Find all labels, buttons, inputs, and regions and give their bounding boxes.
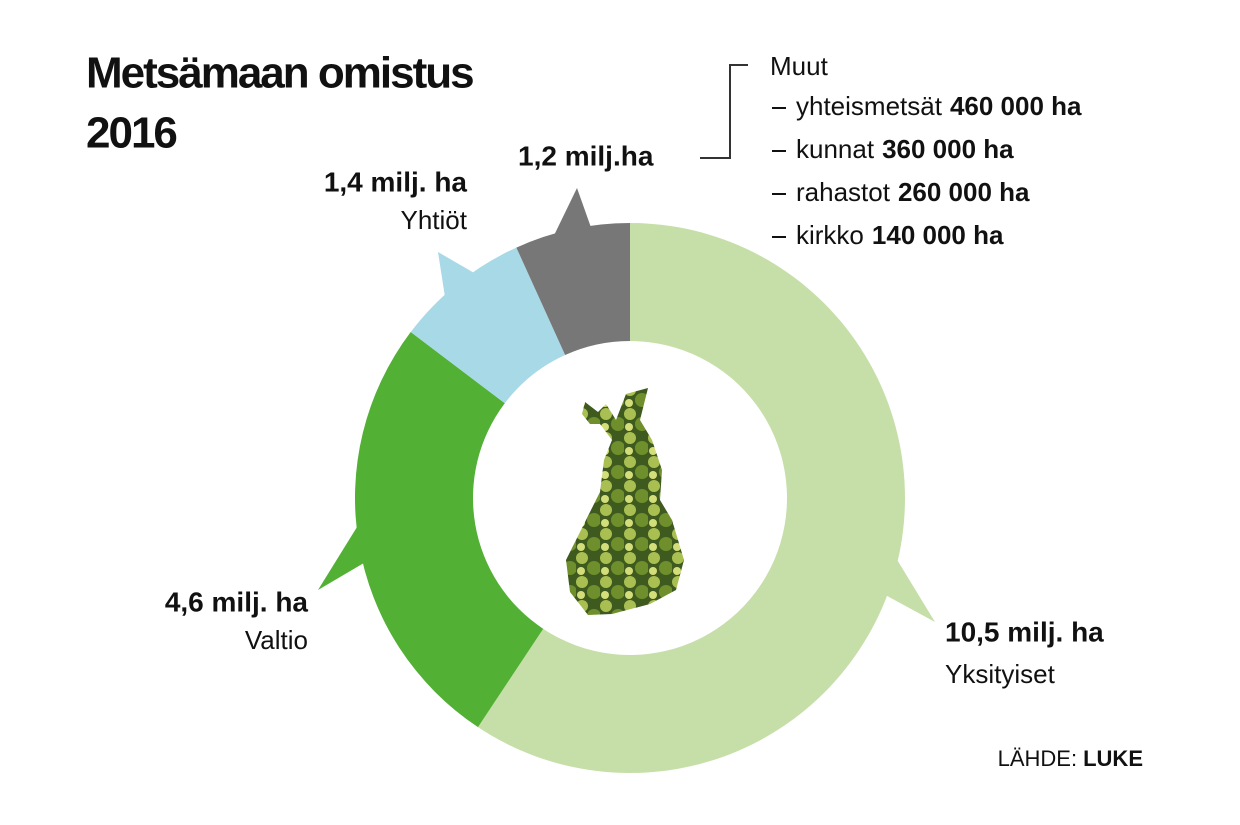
item-name: kunnat xyxy=(796,134,875,164)
item-name: rahastot xyxy=(796,177,891,207)
donut-slice xyxy=(355,332,544,728)
item-value: 360 000 ha xyxy=(882,134,1014,164)
source-name: LUKE xyxy=(1083,746,1143,771)
bracket xyxy=(700,64,748,159)
item-name: kirkko xyxy=(796,220,864,250)
source-label: LÄHDE: xyxy=(998,746,1077,771)
item-value: 260 000 ha xyxy=(898,177,1030,207)
value-label: 10,5 milj. ha xyxy=(945,616,1104,647)
value-label: 1,2 milj.ha xyxy=(518,140,654,171)
category-label: Valtio xyxy=(245,625,308,655)
chart-title: 2016 xyxy=(86,109,176,158)
item-value: 460 000 ha xyxy=(950,91,1082,121)
value-label: 1,4 milj. ha xyxy=(324,166,468,197)
breakdown-item: kunnat 360 000 ha xyxy=(796,134,1014,164)
breakdown-list: yhteismetsät 460 000 ha kunnat 360 000 ha ra… xyxy=(772,91,1082,250)
group-label: Muut xyxy=(770,51,829,81)
breakdown-item: rahastot 260 000 ha xyxy=(796,177,1030,207)
callout-tail xyxy=(438,252,475,298)
item-name: yhteismetsät xyxy=(796,91,943,121)
breakdown-item: yhteismetsät 460 000 ha xyxy=(796,91,1082,121)
chart-title: Metsämaan omistus xyxy=(86,49,473,98)
item-value: 140 000 ha xyxy=(872,220,1004,250)
callout-tail xyxy=(318,524,365,590)
value-label: 4,6 milj. ha xyxy=(165,586,309,617)
donut-slice xyxy=(516,223,630,356)
breakdown-item: kirkko 140 000 ha xyxy=(796,220,1004,250)
category-label: Yhtiöt xyxy=(401,205,468,235)
donut-slice xyxy=(410,247,566,404)
donut-slice xyxy=(477,223,905,773)
callout-tail xyxy=(885,558,935,622)
finland-map xyxy=(566,388,684,615)
category-label: Yksityiset xyxy=(945,659,1056,689)
callout-tail xyxy=(553,188,592,236)
donut xyxy=(318,188,935,773)
source: LÄHDE: LUKE xyxy=(998,746,1143,771)
